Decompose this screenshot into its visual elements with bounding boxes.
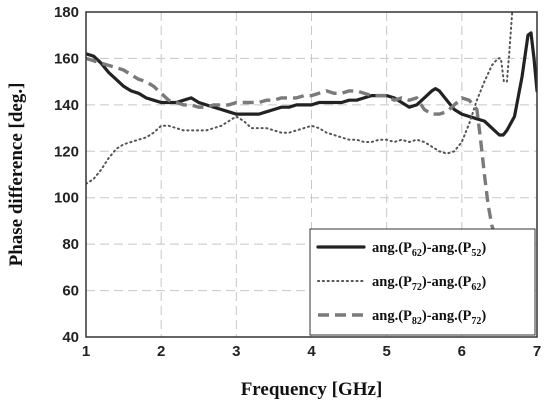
y-tick-label: 80 <box>62 236 79 253</box>
y-tick-label: 140 <box>54 97 79 114</box>
x-tick-label: 5 <box>382 343 390 360</box>
series-line-2 <box>86 12 514 185</box>
series-line-3 <box>86 56 515 335</box>
y-axis-title: Phase difference [deg.] <box>6 83 27 267</box>
x-tick-labels: 1 2 3 4 5 6 7 <box>82 343 541 360</box>
x-tick-label: 3 <box>232 343 240 360</box>
y-tick-label: 60 <box>62 283 79 300</box>
y-tick-label: 160 <box>54 50 79 67</box>
series-line-1 <box>86 31 537 137</box>
x-axis-title: Frequency [GHz] <box>241 379 383 400</box>
legend: ang.(P62)-ang.(P52) ang.(P72)-ang.(P62) an… <box>309 228 536 336</box>
x-tick-label: 6 <box>458 343 466 360</box>
series-lines <box>86 12 537 335</box>
x-tick-label: 7 <box>533 343 541 360</box>
legend-label-1: ang.(P62)-ang.(P52) <box>372 240 486 259</box>
legend-label-2: ang.(P72)-ang.(P62) <box>372 274 486 293</box>
y-tick-label: 100 <box>54 190 79 207</box>
y-tick-label: 180 <box>54 4 79 21</box>
x-tick-label: 2 <box>157 343 165 360</box>
y-tick-label: 40 <box>62 329 79 346</box>
legend-label-3: ang.(P82)-ang.(P72) <box>372 308 486 327</box>
plot-frame <box>85 11 538 338</box>
x-tick-label: 4 <box>307 343 316 360</box>
y-tick-label: 120 <box>54 143 79 160</box>
y-tick-labels: 40 60 80 100 120 140 160 180 <box>54 4 79 346</box>
x-tick-label: 1 <box>82 343 90 360</box>
